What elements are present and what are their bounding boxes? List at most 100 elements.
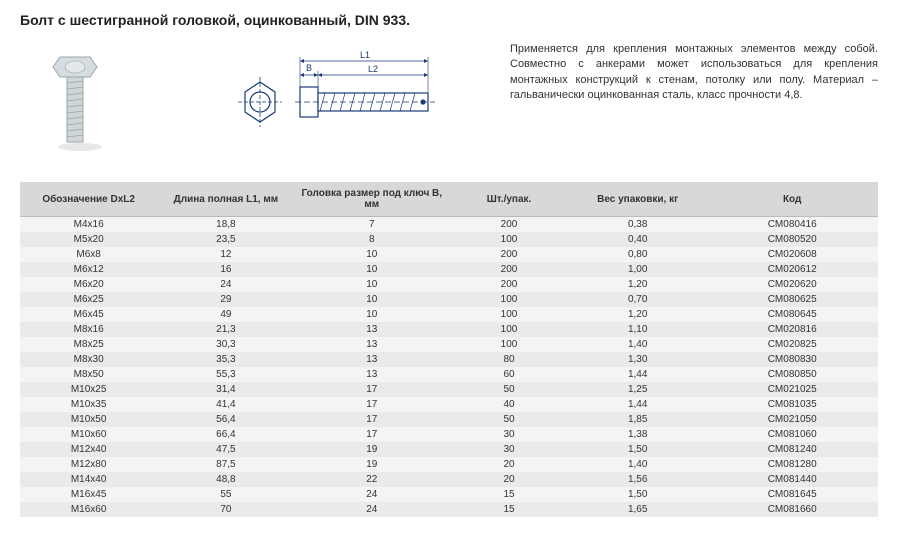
- table-cell: 70: [157, 502, 294, 517]
- table-cell: 1,40: [569, 337, 706, 352]
- table-cell: 1,20: [569, 277, 706, 292]
- bolt-diagram: B L1 L2: [220, 42, 460, 162]
- table-header-cell: Шт./упак.: [449, 182, 569, 217]
- table-cell: 30,3: [157, 337, 294, 352]
- table-cell: M12x80: [20, 457, 157, 472]
- table-cell: 21,3: [157, 322, 294, 337]
- table-cell: CM021050: [706, 412, 878, 427]
- table-cell: 8: [295, 232, 449, 247]
- table-cell: 49: [157, 307, 294, 322]
- table-row: M5x2023,581000,40CM080520: [20, 232, 878, 247]
- table-cell: 30: [449, 442, 569, 457]
- table-cell: 15: [449, 502, 569, 517]
- table-row: M12x4047,519301,50CM081240: [20, 442, 878, 457]
- table-cell: 10: [295, 247, 449, 262]
- table-cell: M6x45: [20, 307, 157, 322]
- table-row: M10x5056,417501,85CM021050: [20, 412, 878, 427]
- table-row: M6x2024102001,20CM020620: [20, 277, 878, 292]
- table-cell: 17: [295, 397, 449, 412]
- table-cell: 17: [295, 412, 449, 427]
- table-cell: 1,38: [569, 427, 706, 442]
- table-cell: 30: [449, 427, 569, 442]
- table-cell: 1,10: [569, 322, 706, 337]
- table-row: M8x3035,313801,30CM080830: [20, 352, 878, 367]
- spec-table-body: M4x1618,872000,38CM080416M5x2023,581000,…: [20, 217, 878, 518]
- table-cell: CM081240: [706, 442, 878, 457]
- description-text: Применяется для крепления монтажных элем…: [510, 42, 878, 104]
- table-cell: 13: [295, 337, 449, 352]
- table-cell: 31,4: [157, 382, 294, 397]
- table-cell: CM080520: [706, 232, 878, 247]
- table-cell: 13: [295, 367, 449, 382]
- table-cell: 29: [157, 292, 294, 307]
- table-cell: 1,25: [569, 382, 706, 397]
- table-cell: 18,8: [157, 217, 294, 233]
- table-header-cell: Головка размер под ключ B, мм: [295, 182, 449, 217]
- spec-table-head: Обозначение DxL2Длина полная L1, ммГолов…: [20, 182, 878, 217]
- table-cell: CM081440: [706, 472, 878, 487]
- spec-table: Обозначение DxL2Длина полная L1, ммГолов…: [20, 182, 878, 517]
- bolt-photo: [20, 42, 140, 162]
- table-cell: 19: [295, 442, 449, 457]
- table-cell: 10: [295, 307, 449, 322]
- table-cell: CM081280: [706, 457, 878, 472]
- page-title: Болт с шестигранной головкой, оцинкованн…: [20, 12, 878, 28]
- table-cell: CM080416: [706, 217, 878, 233]
- table-cell: 0,40: [569, 232, 706, 247]
- table-cell: 0,80: [569, 247, 706, 262]
- table-cell: 200: [449, 262, 569, 277]
- table-row: M8x5055,313601,44CM080850: [20, 367, 878, 382]
- table-cell: 0,70: [569, 292, 706, 307]
- table-cell: 55,3: [157, 367, 294, 382]
- table-cell: 1,44: [569, 367, 706, 382]
- table-row: M10x6066,417301,38CM081060: [20, 427, 878, 442]
- table-cell: 1,50: [569, 442, 706, 457]
- table-cell: 100: [449, 232, 569, 247]
- table-cell: 1,44: [569, 397, 706, 412]
- table-cell: 1,20: [569, 307, 706, 322]
- table-row: M6x4549101001,20CM080645: [20, 307, 878, 322]
- table-cell: CM081035: [706, 397, 878, 412]
- table-cell: 87,5: [157, 457, 294, 472]
- table-cell: CM020608: [706, 247, 878, 262]
- table-cell: 24: [295, 487, 449, 502]
- table-cell: 16: [157, 262, 294, 277]
- bolt-photo-svg: [35, 47, 125, 157]
- table-cell: M8x25: [20, 337, 157, 352]
- table-cell: 20: [449, 457, 569, 472]
- table-cell: 200: [449, 247, 569, 262]
- table-cell: 100: [449, 337, 569, 352]
- table-cell: 17: [295, 382, 449, 397]
- table-cell: M8x30: [20, 352, 157, 367]
- table-cell: 80: [449, 352, 569, 367]
- table-row: M6x812102000,80CM020608: [20, 247, 878, 262]
- table-cell: CM020612: [706, 262, 878, 277]
- table-header-cell: Вес упаковки, кг: [569, 182, 706, 217]
- table-cell: 7: [295, 217, 449, 233]
- table-cell: M14x40: [20, 472, 157, 487]
- table-cell: M8x16: [20, 322, 157, 337]
- table-cell: 15: [449, 487, 569, 502]
- table-cell: 19: [295, 457, 449, 472]
- table-cell: 1,50: [569, 487, 706, 502]
- table-cell: CM080645: [706, 307, 878, 322]
- table-cell: M8x50: [20, 367, 157, 382]
- table-cell: M6x8: [20, 247, 157, 262]
- table-cell: 10: [295, 262, 449, 277]
- table-cell: 1,56: [569, 472, 706, 487]
- table-cell: M5x20: [20, 232, 157, 247]
- table-cell: 10: [295, 277, 449, 292]
- table-cell: 13: [295, 352, 449, 367]
- table-cell: 48,8: [157, 472, 294, 487]
- table-header-cell: Обозначение DxL2: [20, 182, 157, 217]
- table-cell: 1,30: [569, 352, 706, 367]
- table-cell: CM020816: [706, 322, 878, 337]
- table-cell: M12x40: [20, 442, 157, 457]
- table-cell: 200: [449, 217, 569, 233]
- table-cell: 60: [449, 367, 569, 382]
- table-cell: 66,4: [157, 427, 294, 442]
- table-cell: M10x25: [20, 382, 157, 397]
- table-cell: 56,4: [157, 412, 294, 427]
- table-header-cell: Код: [706, 182, 878, 217]
- table-cell: 24: [295, 502, 449, 517]
